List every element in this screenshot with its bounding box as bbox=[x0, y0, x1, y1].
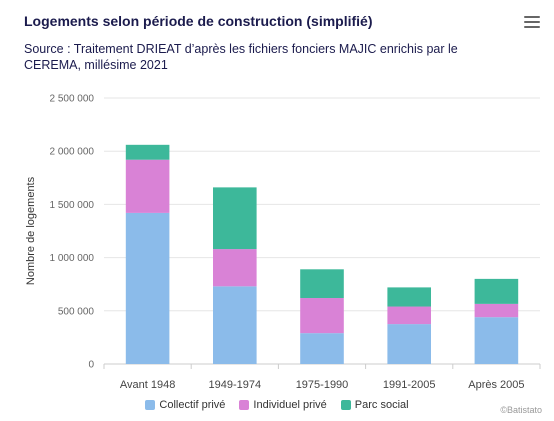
bar-segment[interactable] bbox=[474, 303, 519, 318]
chart-title: Logements selon période de construction … bbox=[24, 13, 373, 29]
legend-swatch bbox=[145, 400, 156, 410]
legend-item[interactable]: Collectif privé bbox=[145, 399, 225, 411]
bar-segment[interactable] bbox=[125, 212, 170, 364]
y-axis-title: Nombre de logements bbox=[25, 176, 37, 285]
y-tick-label: 2 000 000 bbox=[50, 147, 95, 158]
bar-segment[interactable] bbox=[474, 278, 519, 304]
y-tick-label: 1 000 000 bbox=[50, 253, 95, 264]
y-tick-label: 0 bbox=[88, 360, 94, 371]
credit-text: ©Batistato bbox=[500, 405, 542, 415]
menu-line bbox=[524, 16, 540, 18]
bar-segment[interactable] bbox=[300, 269, 344, 299]
menu-icon[interactable] bbox=[524, 16, 540, 30]
y-tick-label: 500 000 bbox=[58, 306, 95, 317]
x-tick-label: 1991-2005 bbox=[383, 379, 436, 391]
x-tick-label: 1949-1974 bbox=[208, 379, 261, 391]
legend-label: Individuel privé bbox=[253, 399, 327, 411]
legend-item[interactable]: Individuel privé bbox=[239, 399, 327, 411]
legend-label: Parc social bbox=[354, 399, 409, 411]
x-tick-label: Avant 1948 bbox=[120, 379, 175, 391]
bar-segment[interactable] bbox=[387, 306, 431, 325]
bar-segment[interactable] bbox=[125, 159, 170, 213]
legend-swatch bbox=[239, 400, 250, 410]
y-tick-label: 2 500 000 bbox=[50, 94, 95, 105]
bar-segment[interactable] bbox=[213, 286, 257, 364]
bar-segment[interactable] bbox=[300, 333, 344, 364]
x-tick-label: Après 2005 bbox=[468, 379, 524, 391]
bar-segment[interactable] bbox=[125, 144, 170, 160]
legend-item[interactable]: Parc social bbox=[340, 399, 409, 411]
bar-segment[interactable] bbox=[387, 324, 431, 364]
legend-swatch bbox=[340, 400, 351, 410]
bar-segment[interactable] bbox=[300, 298, 344, 334]
chart-subtitle: Source : Traitement DRIEAT d’après les f… bbox=[24, 42, 458, 72]
legend: Collectif privé Individuel privé Parc soci… bbox=[0, 399, 554, 411]
y-tick-label: 1 500 000 bbox=[50, 200, 95, 211]
x-tick-label: 1975-1990 bbox=[296, 379, 349, 391]
bar-segment[interactable] bbox=[387, 287, 431, 307]
legend-label: Collectif privé bbox=[159, 399, 226, 411]
bar-segment[interactable] bbox=[213, 249, 257, 287]
menu-line bbox=[524, 21, 540, 23]
menu-line bbox=[524, 26, 540, 28]
bar-segment[interactable] bbox=[474, 317, 519, 364]
bar-segment[interactable] bbox=[213, 187, 257, 250]
